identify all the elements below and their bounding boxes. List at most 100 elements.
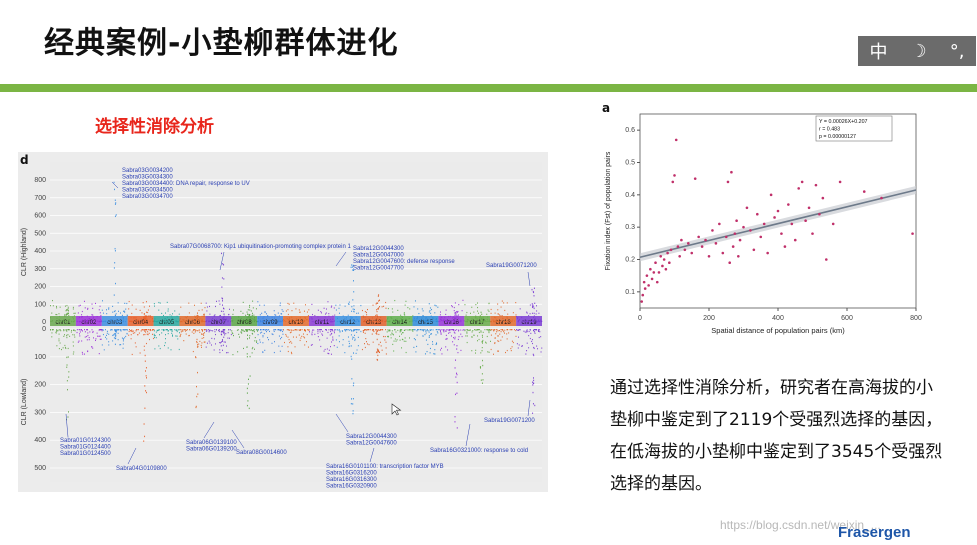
highland-point	[223, 317, 225, 319]
lowland-peak-point	[249, 337, 250, 339]
lower-y-axis-label: CLR (Lowland)	[21, 379, 28, 426]
highland-point	[206, 310, 208, 312]
moon-icon[interactable]: ☽	[910, 40, 927, 62]
highland-peak-point	[533, 287, 535, 289]
highland-point	[119, 319, 121, 321]
lowland-point	[364, 332, 366, 334]
lowland-point	[232, 354, 234, 356]
lowland-point	[96, 332, 98, 334]
highland-peak-point	[222, 300, 223, 302]
x-tick-label: 800	[910, 315, 922, 322]
lowland-peak-point	[376, 338, 378, 341]
highland-point	[432, 317, 434, 320]
lowland-point	[254, 331, 255, 333]
highland-point	[500, 306, 502, 308]
highland-point	[56, 305, 57, 308]
ime-language-label[interactable]: 中	[869, 42, 888, 63]
lowland-peak-point	[456, 344, 458, 347]
highland-point	[440, 319, 442, 321]
y-tick-label: 0.4	[625, 192, 635, 199]
highland-point	[324, 316, 326, 318]
punctuation-icon[interactable]: °,	[949, 40, 965, 62]
lowland-point	[492, 329, 494, 331]
highland-point	[278, 315, 280, 317]
highland-point	[86, 315, 88, 317]
lowland-peak-point	[481, 382, 483, 384]
lowland-point	[115, 331, 117, 333]
lowland-point	[322, 334, 324, 336]
highland-point	[497, 303, 499, 305]
highland-point	[264, 311, 266, 313]
lowland-point	[460, 333, 462, 335]
data-point	[838, 180, 842, 184]
lowland-peak-point	[351, 358, 353, 360]
highland-point	[183, 320, 185, 322]
lowland-peak-point	[114, 329, 116, 331]
lowland-point	[218, 329, 220, 332]
gene-annotation: Sabra12G0047600: defense response	[353, 259, 455, 265]
highland-point	[327, 320, 329, 323]
lowland-point	[347, 329, 349, 331]
highland-point	[87, 319, 89, 321]
lowland-point	[158, 329, 160, 331]
highland-peak-point	[454, 317, 455, 319]
highland-point	[327, 301, 329, 303]
highland-point	[263, 316, 265, 318]
highland-point	[63, 319, 65, 322]
lowland-point	[56, 345, 58, 347]
lowland-point	[277, 329, 279, 331]
annotation-leader	[111, 181, 119, 189]
lowland-peak-point	[66, 334, 68, 337]
highland-point	[203, 315, 205, 318]
lowland-point	[436, 329, 438, 331]
lowland-point	[500, 329, 502, 331]
highland-point	[393, 320, 395, 323]
highland-peak-point	[456, 311, 458, 314]
highland-peak-point	[532, 320, 534, 323]
lowland-point	[306, 341, 307, 343]
ime-toolbar[interactable]: 中 ☽ °,	[858, 36, 976, 66]
lowland-point	[438, 329, 440, 331]
lowland-point	[347, 336, 349, 338]
lowland-point	[256, 329, 258, 331]
lowland-peak-point	[532, 391, 534, 394]
chromosome-label: chr05	[159, 320, 175, 326]
highland-peak-point	[455, 317, 457, 319]
highland-peak-point	[197, 316, 198, 319]
highland-point	[250, 310, 252, 312]
chromosome-label: chr11	[315, 320, 330, 326]
highland-point	[376, 320, 378, 323]
highland-point	[50, 317, 51, 319]
highland-point	[358, 319, 360, 321]
highland-peak-point	[482, 316, 484, 318]
lowland-point	[271, 342, 273, 344]
lowland-peak-point	[115, 333, 117, 335]
highland-point	[413, 306, 415, 308]
highland-point	[308, 320, 310, 322]
lowland-point	[470, 329, 471, 331]
highland-point	[285, 310, 287, 312]
lowland-point	[355, 329, 357, 331]
highland-point	[149, 305, 150, 307]
data-point	[649, 267, 652, 271]
highland-point	[232, 319, 234, 322]
highland-point	[204, 320, 206, 323]
data-point	[726, 180, 730, 184]
highland-point	[192, 320, 194, 322]
lowland-point	[396, 339, 398, 341]
lowland-point	[435, 329, 437, 331]
highland-point	[464, 304, 466, 306]
lowland-point	[264, 329, 266, 331]
highland-point	[164, 318, 166, 320]
highland-point	[158, 309, 160, 311]
lowland-point	[364, 329, 366, 331]
highland-point	[291, 310, 293, 312]
highland-point	[182, 319, 184, 321]
lowland-point	[537, 329, 539, 331]
lowland-peak-point	[246, 387, 248, 390]
lowland-point	[538, 330, 540, 332]
highland-point	[510, 320, 512, 322]
lowland-peak-point	[66, 364, 68, 366]
lowland-point	[201, 342, 203, 344]
highland-peak-point	[482, 320, 484, 323]
